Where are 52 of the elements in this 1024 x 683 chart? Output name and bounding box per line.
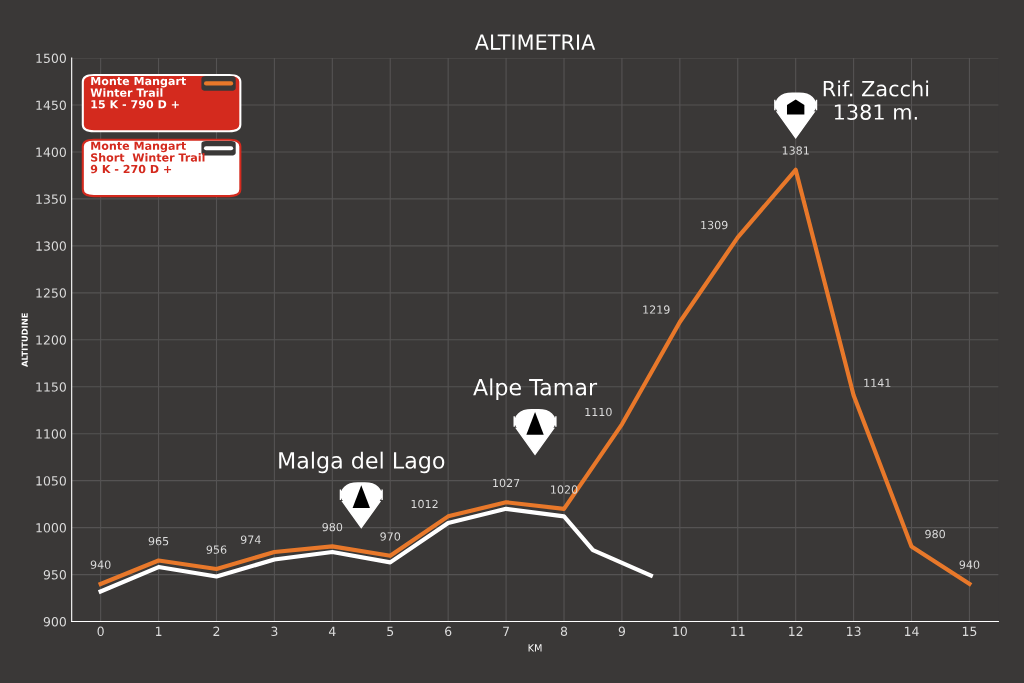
y-tick-label: 1450	[36, 100, 66, 110]
data-label: 940	[90, 560, 111, 569]
annotation: Alpe Tamar	[473, 378, 598, 400]
data-label: 970	[380, 532, 401, 541]
data-label: 965	[148, 536, 169, 546]
data-label: 1027	[493, 478, 520, 488]
legend-label: Monte Mangart Winter Trail 15 K - 790 D +	[90, 76, 186, 109]
y-tick-label: 1300	[36, 241, 66, 251]
y-tick-label: 1150	[36, 382, 66, 392]
x-tick-label: 15	[962, 626, 977, 637]
y-tick-label: 1400	[36, 147, 66, 157]
y-tick-label: 1250	[36, 288, 66, 298]
x-tick-label: 13	[847, 626, 861, 637]
data-label: 1110	[585, 407, 612, 417]
data-label: 980	[322, 522, 343, 532]
data-label: 980	[925, 529, 945, 539]
data-label: 974	[240, 535, 261, 544]
x-tick-label: 12	[789, 626, 803, 636]
y-tick-label: 1500	[36, 53, 66, 63]
x-tick-label: 10	[673, 626, 687, 637]
x-tick-label: 1	[155, 626, 162, 636]
x-tick-label: 7	[503, 626, 509, 636]
data-label: 1141	[864, 378, 891, 387]
x-tick-label: 2	[213, 626, 220, 636]
y-axis-title: ALTITUDINE	[21, 313, 28, 367]
y-tick-label: 1200	[36, 335, 66, 345]
chart-title: ALTIMETRIA	[474, 34, 596, 50]
x-tick-label: 8	[560, 626, 568, 637]
y-tick-label: 950	[43, 570, 66, 580]
y-tick-label: 900	[43, 617, 66, 627]
x-tick-label: 0	[97, 626, 104, 637]
legend-label: Monte Mangart Short Winter Trail 9 K - 270 D +	[90, 141, 205, 174]
data-label: 1381	[782, 146, 809, 155]
data-label: 1309	[701, 220, 728, 230]
data-label: 956	[206, 545, 227, 554]
x-tick-label: 4	[328, 626, 336, 636]
annotation: Malga del Lago	[279, 451, 445, 474]
x-axis-title: KM	[528, 644, 542, 652]
y-tick-label: 1000	[36, 523, 66, 533]
x-tick-label: 5	[387, 626, 394, 637]
data-label: 940	[959, 560, 980, 569]
data-label: 1012	[411, 499, 438, 509]
x-tick-label: 11	[731, 626, 745, 636]
x-tick-label: 14	[904, 626, 919, 636]
y-tick-label: 1350	[36, 194, 66, 204]
x-tick-label: 3	[271, 626, 278, 637]
y-tick-label: 1100	[36, 429, 66, 439]
annotation: Rif. Zacchi 1381 m.	[823, 80, 929, 120]
y-tick-label: 1050	[36, 476, 66, 486]
x-tick-label: 9	[618, 626, 626, 637]
x-tick-label: 6	[445, 626, 452, 637]
data-label: 1219	[643, 305, 670, 314]
